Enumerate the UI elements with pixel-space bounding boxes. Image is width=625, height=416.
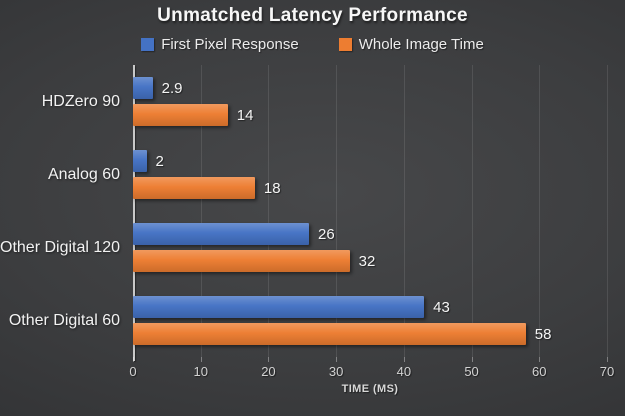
x-tick-mark-50 bbox=[471, 357, 473, 362]
x-tick-label-20: 20 bbox=[261, 364, 276, 379]
category-label: Other Digital 60 bbox=[8, 311, 120, 329]
bar-group: 26 32 bbox=[133, 223, 607, 272]
bar-value-label: 18 bbox=[263, 179, 281, 197]
bar-value-label: 14 bbox=[236, 106, 254, 124]
x-tick-mark-10 bbox=[200, 357, 202, 362]
x-axis-title: TIME (MS) bbox=[341, 383, 399, 395]
bar-first-pixel-response-analog-60 bbox=[133, 150, 147, 172]
legend-swatch-first-pixel-response bbox=[141, 38, 155, 51]
legend-item-first-pixel-response: First Pixel Response bbox=[141, 36, 299, 53]
bar-group: 2.9 14 bbox=[133, 77, 607, 126]
plot-area: HDZero 90 2.9 14 Analog 60 2 18 Other Digital … bbox=[0, 65, 608, 361]
category-row-hdzero-90: HDZero 90 2.9 14 bbox=[0, 77, 607, 126]
bar-group: 2 18 bbox=[133, 150, 607, 199]
gridline-10 bbox=[200, 65, 202, 357]
bar-value-label: 2.9 bbox=[161, 79, 183, 97]
x-tick-mark-0 bbox=[133, 357, 134, 362]
gridline-20 bbox=[268, 65, 270, 357]
bar-whole-image-time-analog-60 bbox=[133, 177, 255, 199]
x-tick-label-50: 50 bbox=[464, 364, 479, 379]
x-tick-label-30: 30 bbox=[328, 364, 344, 379]
category-label: Analog 60 bbox=[47, 165, 120, 183]
plot-rows: HDZero 90 2.9 14 Analog 60 2 18 Other Digital … bbox=[0, 65, 607, 357]
category-row-other-digital-60: Other Digital 60 43 58 bbox=[0, 296, 607, 345]
legend-swatch-whole-image-time bbox=[338, 38, 352, 51]
gridline-60 bbox=[539, 65, 541, 357]
chart-title: Unmatched Latency Performance bbox=[157, 5, 468, 26]
x-tick-label-10: 10 bbox=[193, 364, 208, 379]
bar-line: 18 bbox=[133, 177, 607, 199]
bar-value-label: 26 bbox=[318, 225, 335, 243]
bar-first-pixel-response-hdzero-90 bbox=[133, 77, 153, 99]
x-tick-label-70: 70 bbox=[599, 364, 615, 379]
gridline-30 bbox=[336, 65, 338, 357]
x-axis: 0 10 20 30 40 50 60 70 bbox=[129, 357, 614, 383]
bar-value-label: 2 bbox=[155, 152, 164, 170]
x-tick-label-40: 40 bbox=[396, 364, 412, 379]
x-tick-mark-70 bbox=[607, 357, 608, 362]
bar-first-pixel-response-other-digital-120 bbox=[133, 223, 310, 245]
x-tick-mark-40 bbox=[403, 357, 405, 362]
category-row-other-digital-120: Other Digital 120 26 32 bbox=[0, 223, 607, 272]
bar-line: 32 bbox=[133, 250, 607, 272]
bar-value-label: 43 bbox=[433, 298, 450, 316]
category-label: Other Digital 120 bbox=[0, 238, 121, 256]
category-label: HDZero 90 bbox=[41, 92, 120, 110]
gridline-50 bbox=[471, 65, 473, 357]
legend-label: First Pixel Response bbox=[161, 36, 299, 53]
bar-line: 43 bbox=[133, 296, 607, 318]
bar-group: 43 58 bbox=[133, 296, 607, 345]
category-row-analog-60: Analog 60 2 18 bbox=[0, 150, 607, 199]
bar-whole-image-time-other-digital-120 bbox=[133, 250, 350, 272]
grid-layer bbox=[133, 65, 608, 361]
x-tick-label-0: 0 bbox=[129, 364, 137, 379]
bar-line: 2.9 bbox=[133, 77, 607, 99]
gridline-70 bbox=[607, 65, 608, 357]
legend-label: Whole Image Time bbox=[358, 36, 484, 53]
bar-first-pixel-response-other-digital-60 bbox=[133, 296, 425, 318]
bar-value-label: 58 bbox=[534, 325, 552, 343]
x-tick-mark-30 bbox=[336, 357, 338, 362]
bar-line: 58 bbox=[133, 323, 607, 345]
legend-item-whole-image-time: Whole Image Time bbox=[338, 36, 484, 53]
y-axis-line bbox=[133, 65, 135, 361]
bar-whole-image-time-other-digital-60 bbox=[133, 323, 526, 345]
x-tick-mark-20 bbox=[268, 357, 270, 362]
bar-value-label: 32 bbox=[358, 252, 376, 270]
x-tick-mark-60 bbox=[539, 357, 541, 362]
gridline-40 bbox=[403, 65, 405, 357]
bar-whole-image-time-hdzero-90 bbox=[133, 104, 228, 126]
legend: First Pixel Response Whole Image Time bbox=[0, 36, 625, 53]
bar-line: 14 bbox=[133, 104, 607, 126]
bar-line: 26 bbox=[133, 223, 607, 245]
x-tick-label-60: 60 bbox=[532, 364, 547, 379]
bar-line: 2 bbox=[133, 150, 607, 172]
